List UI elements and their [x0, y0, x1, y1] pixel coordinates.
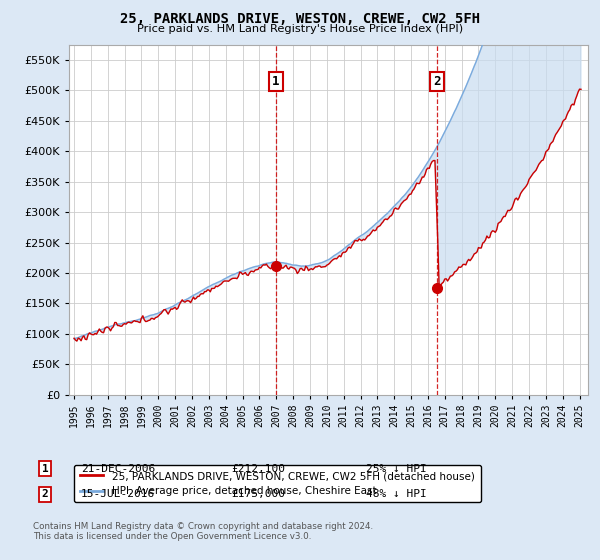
Text: 21-DEC-2006: 21-DEC-2006	[81, 464, 155, 474]
Text: 1: 1	[272, 75, 280, 88]
Text: 25, PARKLANDS DRIVE, WESTON, CREWE, CW2 5FH: 25, PARKLANDS DRIVE, WESTON, CREWE, CW2 …	[120, 12, 480, 26]
Text: £212,100: £212,100	[231, 464, 285, 474]
Legend: 25, PARKLANDS DRIVE, WESTON, CREWE, CW2 5FH (detached house), HPI: Average price: 25, PARKLANDS DRIVE, WESTON, CREWE, CW2 …	[74, 465, 481, 502]
Text: Price paid vs. HM Land Registry's House Price Index (HPI): Price paid vs. HM Land Registry's House …	[137, 24, 463, 34]
Text: 25% ↓ HPI: 25% ↓ HPI	[366, 464, 427, 474]
Text: £175,000: £175,000	[231, 489, 285, 500]
Text: 2: 2	[41, 489, 49, 500]
Text: 2: 2	[433, 75, 441, 88]
Text: Contains HM Land Registry data © Crown copyright and database right 2024.
This d: Contains HM Land Registry data © Crown c…	[33, 522, 373, 542]
Text: 1: 1	[41, 464, 49, 474]
Text: 15-JUL-2016: 15-JUL-2016	[81, 489, 155, 500]
Text: 48% ↓ HPI: 48% ↓ HPI	[366, 489, 427, 500]
